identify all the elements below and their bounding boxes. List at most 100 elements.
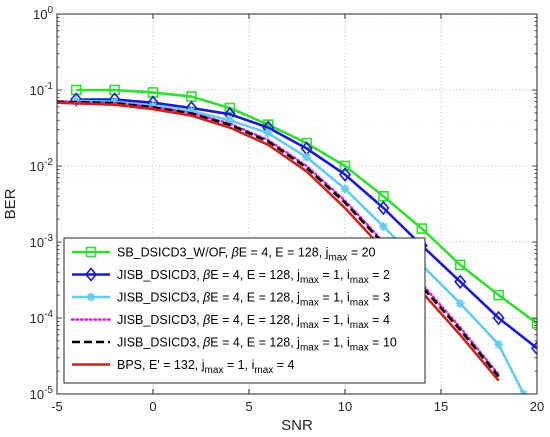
legend-text-part: β (202, 291, 210, 305)
data-point (339, 160, 351, 172)
legend-text-part: β (202, 268, 210, 282)
data-point (416, 223, 428, 234)
legend-text-part: max (350, 275, 369, 286)
series-line (57, 101, 500, 382)
series-line (57, 100, 500, 378)
legend-text-part: j (296, 268, 300, 282)
data-point (340, 184, 350, 194)
legend-text-part: j (325, 246, 329, 260)
marker-stroke (264, 129, 272, 138)
legend-text-part: max (300, 343, 319, 354)
marker-stroke (302, 153, 311, 162)
legend-label: SB_DSICD3_W/OF, βE = 4, E = 128, jmax = … (117, 246, 376, 264)
legend-text-part: = 3 (369, 291, 390, 305)
legend-text-part: = 1, (319, 313, 347, 327)
y-tick-base: 10 (30, 83, 44, 98)
y-tick-exponent: -1 (44, 81, 53, 92)
plot-border (56, 13, 538, 395)
data-point (377, 200, 390, 216)
legend-marker (86, 292, 96, 302)
legend-entry-6: BPS, E' = 132, jmax = 1, imax = 4 (72, 358, 295, 376)
legend-text-part: E = 4, E = 128, (210, 336, 297, 350)
legend-text-part: β (202, 313, 210, 327)
legend-text-part: E = 4, E = 128, (239, 246, 326, 260)
legend-text-part: j (201, 358, 205, 372)
data-point (224, 102, 236, 114)
x-tick-label: 0 (149, 399, 156, 414)
data-point (338, 167, 352, 182)
x-tick-label: 5 (245, 399, 252, 414)
data-point (494, 339, 504, 349)
y-tick-label: 100 (33, 5, 53, 22)
legend-text-part: j (296, 291, 300, 305)
legend-text-part: = 1, (319, 268, 347, 282)
data-point (263, 128, 273, 138)
legend-text-part: max (300, 320, 319, 331)
legend-text-part: = 10 (369, 336, 397, 350)
legend-entry-2: JISB_DSICD3, βE = 4, E = 128, jmax = 1, … (72, 267, 390, 286)
x-tick-label: 10 (338, 399, 352, 414)
legend-text-part: E = 4, E = 128, (210, 268, 297, 282)
legend-text-part: = 1, (319, 291, 347, 305)
legend-text-part: j (296, 336, 300, 350)
legend-text-part: SB_DSICD3_W/OF, (117, 246, 232, 260)
y-tick-exponent: -5 (44, 385, 53, 396)
legend-text-part: = 20 (347, 246, 375, 260)
legend-text-part: max (328, 253, 347, 264)
data-point (378, 190, 389, 202)
marker-stroke (379, 222, 388, 231)
x-tick-label: 15 (434, 399, 448, 414)
legend-text-part: β (202, 336, 210, 350)
y-axis-label: BER (2, 188, 19, 219)
legend-text-part: max (254, 365, 273, 376)
y-tick-exponent: -4 (44, 309, 53, 320)
legend-entry-5: JISB_DSICD3, βE = 4, E = 128, jmax = 1, … (72, 336, 397, 354)
y-tick-base: 10 (30, 387, 44, 402)
y-tick-label: 10-4 (30, 309, 54, 326)
legend-text-part: = 1, (319, 336, 347, 350)
y-tick-label: 10-1 (30, 81, 54, 98)
marker-stroke (522, 390, 528, 394)
marker-stroke (87, 293, 95, 301)
legend-text-part: max (205, 365, 224, 376)
series-6 (57, 101, 500, 382)
legend-text-part: JISB_DSICD3, (117, 336, 203, 350)
legend-label: JISB_DSICD3, βE = 4, E = 128, jmax = 1, … (117, 291, 390, 309)
legend-text-part: max (350, 343, 369, 354)
data-point (492, 310, 505, 326)
x-axis-label: SNR (281, 417, 313, 434)
legend-entry-1: SB_DSICD3_W/OF, βE = 4, E = 128, jmax = … (72, 246, 376, 264)
legend-marker (85, 246, 97, 258)
data-point (70, 92, 83, 107)
legend-text-part: β (231, 246, 239, 260)
legend-text-part: max (300, 298, 319, 309)
legend-box (63, 237, 426, 384)
legend-text-part: i (252, 358, 255, 372)
legend-text-part: max (350, 298, 369, 309)
data-point (531, 318, 537, 329)
series-layer (57, 84, 537, 394)
legend-marker (84, 267, 98, 282)
y-tick-label: 10-3 (30, 233, 54, 250)
data-point (302, 152, 312, 162)
y-tick-label: 10-5 (30, 385, 54, 402)
legend-text-part: = 2 (369, 268, 390, 282)
data-point (493, 289, 504, 301)
legend-text-part: j (296, 313, 300, 327)
y-tick-base: 10 (33, 7, 47, 22)
legend-text-part: E = 4, E = 128, (210, 291, 297, 305)
legend-text-part: JISB_DSICD3, (117, 313, 203, 327)
legend-label: JISB_DSICD3, βE = 4, E = 128, jmax = 1, … (117, 313, 390, 331)
series-5 (57, 100, 500, 378)
legend: SB_DSICD3_W/OF, βE = 4, E = 128, jmax = … (63, 237, 426, 384)
series-clip-group (57, 84, 537, 394)
legend-text-part: max (300, 275, 319, 286)
y-tick-base: 10 (30, 311, 44, 326)
legend-text-part: = 1, (223, 358, 251, 372)
legend-text-part: max (350, 320, 369, 331)
legend-label: JISB_DSICD3, βE = 4, E = 128, jmax = 1, … (117, 336, 397, 354)
data-point (455, 299, 465, 309)
x-tick-label: -5 (51, 399, 63, 414)
